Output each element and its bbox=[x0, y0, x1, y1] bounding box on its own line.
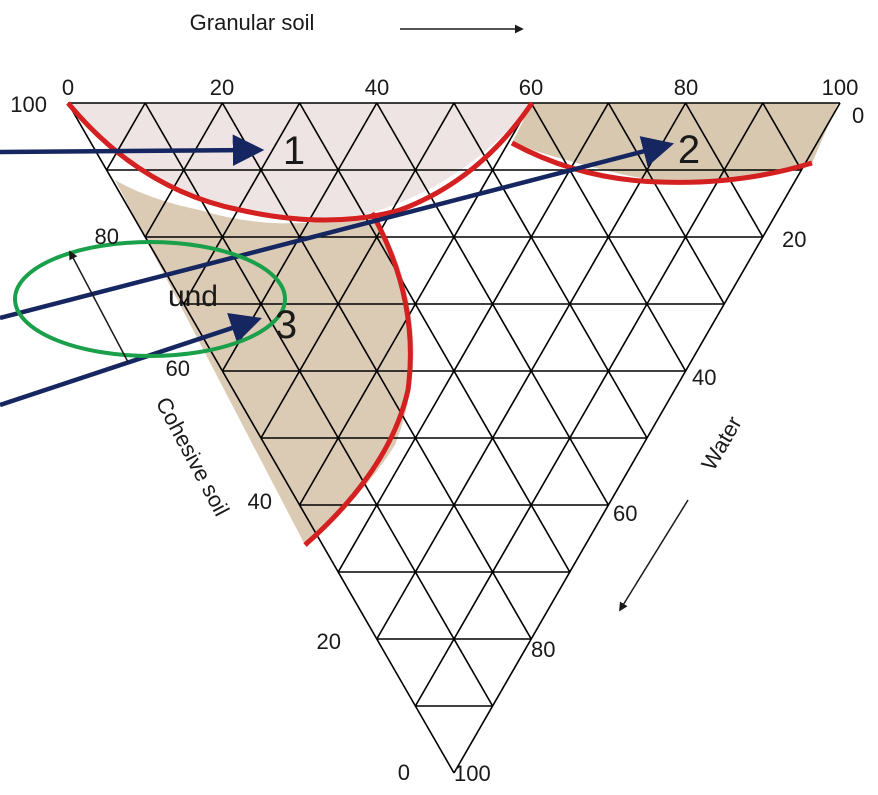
region-3-fill bbox=[115, 180, 414, 545]
water-tick-20: 20 bbox=[782, 227, 806, 252]
cohesive-tick-20: 20 bbox=[317, 629, 341, 654]
grid-line-rising bbox=[607, 102, 725, 305]
arrow-to-region-3 bbox=[0, 312, 262, 408]
granular-tick-20: 20 bbox=[210, 75, 234, 100]
grid-line-rising bbox=[684, 102, 764, 238]
triangle-grid bbox=[67, 102, 841, 774]
cohesive-tick-80: 80 bbox=[95, 224, 119, 249]
region-1-label: 1 bbox=[283, 129, 305, 173]
grid-line-falling bbox=[105, 102, 146, 171]
grid-line-rising bbox=[762, 102, 803, 171]
clipped-label: und bbox=[168, 280, 218, 313]
water-axis-arrow bbox=[619, 499, 689, 612]
cohesive-tick-100: 100 bbox=[10, 92, 47, 117]
water-tick-60: 60 bbox=[613, 501, 637, 526]
region-3-label: 3 bbox=[275, 303, 297, 347]
water-axis-label: Water bbox=[696, 412, 747, 475]
grid-line-rising bbox=[530, 102, 687, 372]
boundary-curve-3 bbox=[303, 211, 413, 547]
highlight-ellipse bbox=[13, 240, 287, 358]
boundary-curve-1 bbox=[66, 101, 535, 223]
water-tick-100: 100 bbox=[454, 761, 491, 786]
grid-line-falling bbox=[183, 102, 301, 305]
granular-tick-100: 100 bbox=[822, 75, 859, 100]
cohesive-axis-arrow bbox=[69, 250, 129, 363]
grid-line-falling bbox=[414, 102, 764, 707]
arrow-to-region-2 bbox=[0, 136, 675, 321]
grid-line-falling bbox=[144, 102, 224, 238]
granular-tick-60: 60 bbox=[519, 75, 543, 100]
cohesive-tick-40: 40 bbox=[248, 489, 272, 514]
grid-line-rising bbox=[144, 102, 494, 707]
granular-tick-0: 0 bbox=[62, 75, 74, 100]
granular-axis-label: Granular soil bbox=[190, 10, 315, 35]
granular-tick-40: 40 bbox=[365, 75, 389, 100]
water-tick-80: 80 bbox=[531, 637, 555, 662]
region-2-label: 2 bbox=[678, 128, 700, 172]
cohesive-tick-60: 60 bbox=[166, 356, 190, 381]
water-tick-0: 0 bbox=[852, 103, 864, 128]
water-tick-40: 40 bbox=[692, 365, 716, 390]
arrow-to-region-1 bbox=[0, 134, 265, 166]
grid-line-falling bbox=[260, 102, 455, 439]
boundary-curve-2 bbox=[510, 140, 813, 185]
grid-line-falling bbox=[337, 102, 610, 573]
granular-tick-80: 80 bbox=[674, 75, 698, 100]
cohesive-tick-0: 0 bbox=[398, 760, 410, 785]
cohesive-axis-label: Cohesive soil bbox=[151, 393, 235, 520]
grid-line-rising bbox=[298, 102, 571, 573]
